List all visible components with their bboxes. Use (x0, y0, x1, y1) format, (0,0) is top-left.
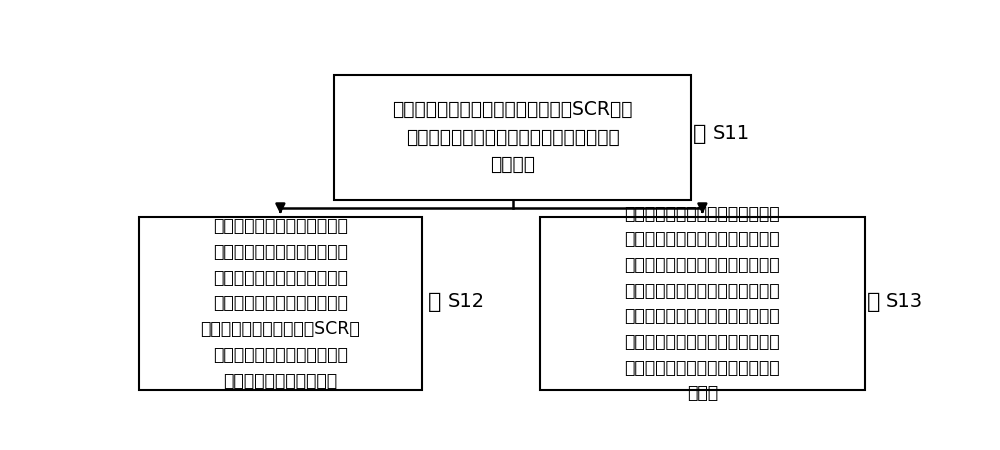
Text: ～: ～ (866, 292, 880, 312)
Text: 获取当前检测周期的结束时刻，所述SCR脱硝
喷氨系统的废气管道出口处的第一氮氧化物
含量数据: 获取当前检测周期的结束时刻，所述SCR脱硝 喷氨系统的废气管道出口处的第一氮氧化… (392, 100, 633, 174)
Text: 当所述第一氮氧化物含量数据未超
过最低预设浓度阈值时，生成第二
控制信号；所述第二控制信号用于
在所述当前检测周期的结束时刻，
控制所述氨水流量调节阀的阀门减
: 当所述第一氮氧化物含量数据未超 过最低预设浓度阈值时，生成第二 控制信号；所述第… (625, 205, 780, 402)
Text: ～: ～ (428, 292, 441, 312)
Text: S13: S13 (886, 292, 923, 311)
Text: S11: S11 (712, 124, 750, 143)
Text: S12: S12 (447, 292, 485, 311)
FancyBboxPatch shape (334, 75, 691, 199)
Text: 当所述第一氮氧化物含量数据
超过最高预设浓度阈值时，生
成第一控制信号；所述第一控
制信号用于在所述当前检测周
期的结束时刻，控制所述SCR脱
硝喷氨系统的氨水: 当所述第一氮氧化物含量数据 超过最高预设浓度阈值时，生 成第一控制信号；所述第一… (201, 217, 360, 390)
Text: ～: ～ (693, 124, 706, 144)
FancyBboxPatch shape (540, 217, 865, 390)
FancyBboxPatch shape (139, 217, 422, 390)
